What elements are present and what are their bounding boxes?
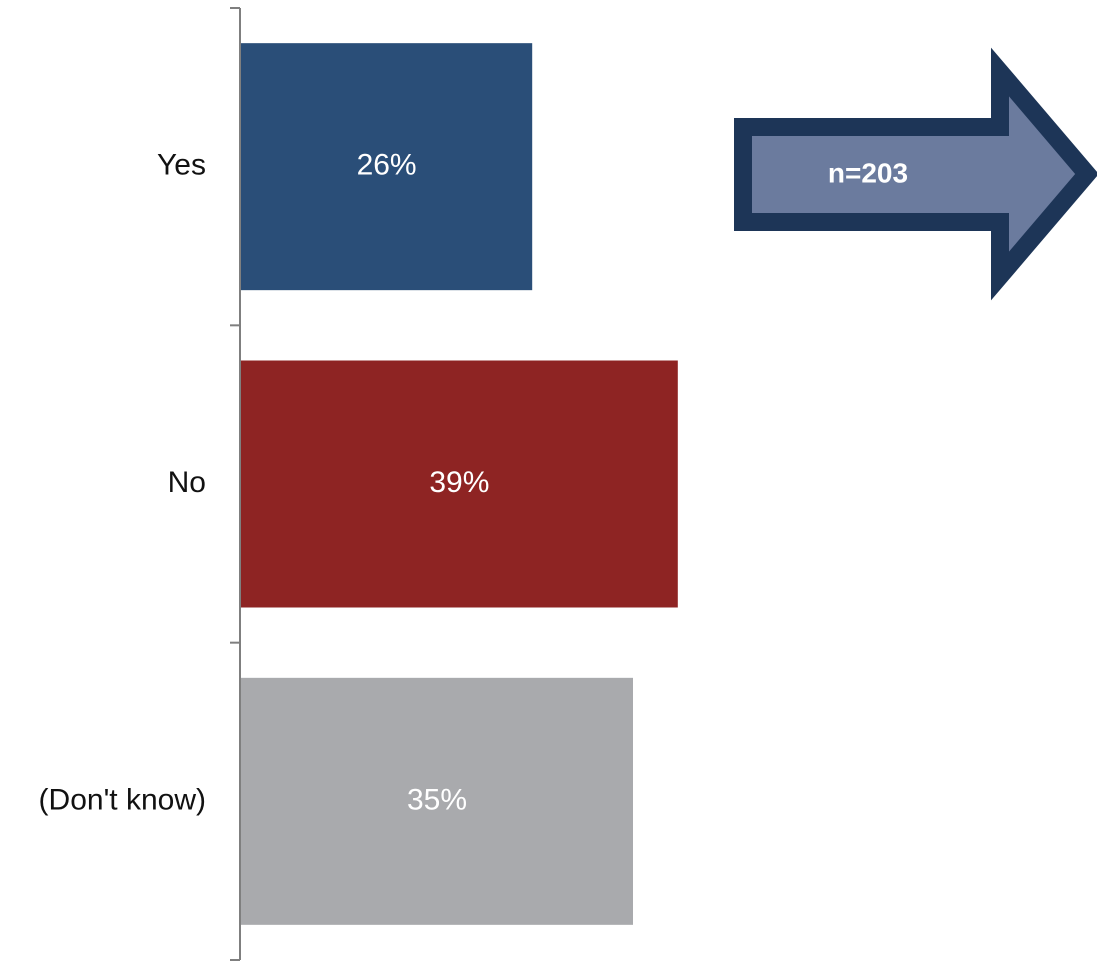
bars-group <box>241 43 678 925</box>
sample-size-label: n=203 <box>828 157 908 188</box>
category-label: Yes <box>157 149 206 182</box>
axis-ticks <box>230 7 240 961</box>
bar <box>241 43 533 291</box>
bar <box>241 360 678 608</box>
category-label: (Don't know) <box>39 783 206 816</box>
sample-size-callout: n=203 <box>734 47 1097 301</box>
value-label: 35% <box>407 783 467 816</box>
category-labels: Yes No (Don't know) <box>39 149 206 817</box>
value-label: 26% <box>357 149 417 182</box>
callout-arrow-shape <box>734 47 1097 301</box>
value-labels: 26% 39% 35% <box>357 149 490 817</box>
bar <box>241 677 633 925</box>
category-label: No <box>168 466 206 499</box>
value-label: 39% <box>429 466 489 499</box>
